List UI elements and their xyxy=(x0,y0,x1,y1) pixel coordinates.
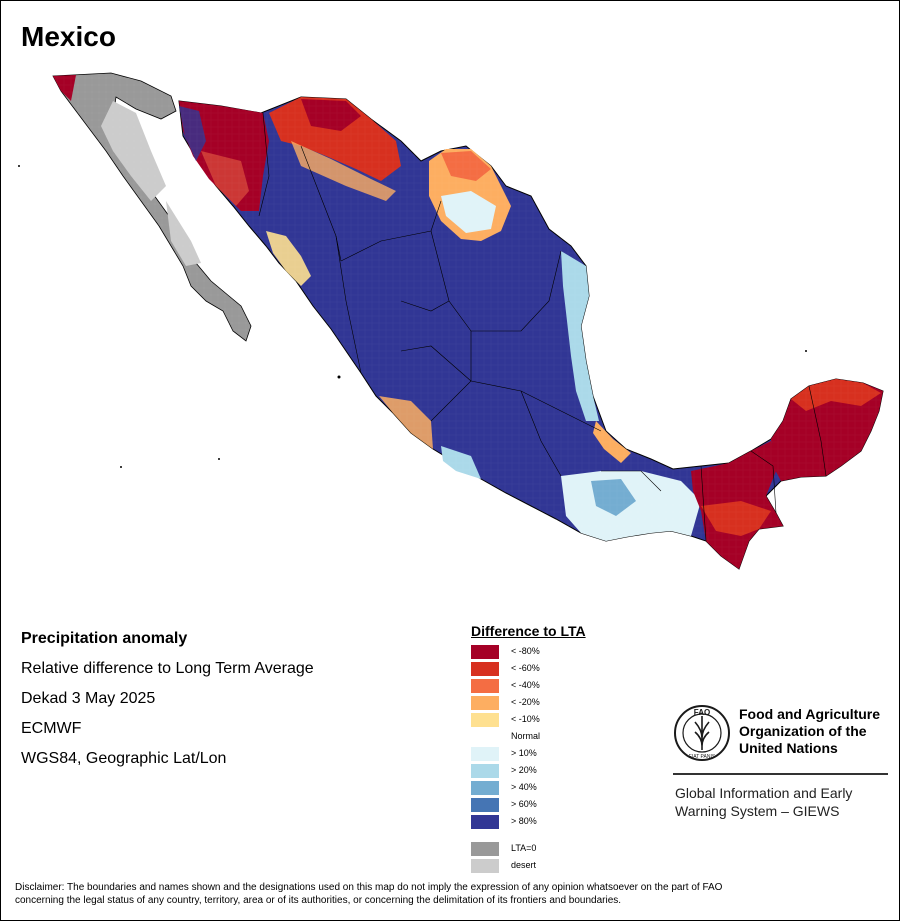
product-description: Relative difference to Long Term Average xyxy=(21,660,314,677)
legend-swatch xyxy=(471,859,499,873)
fao-logo-icon: FAO FIAT PANIS xyxy=(674,705,730,761)
legend-swatch xyxy=(471,730,499,744)
legend-swatch xyxy=(471,798,499,812)
map-title: Mexico xyxy=(21,21,116,52)
legend-swatch xyxy=(471,679,499,693)
legend-swatch xyxy=(471,764,499,778)
island-dot xyxy=(337,375,341,379)
legend-label: < -20% xyxy=(511,697,540,707)
island-dot xyxy=(120,466,122,468)
legend-swatch xyxy=(471,645,499,659)
system-name: Global Information and Early Warning Sys… xyxy=(675,785,853,819)
divider xyxy=(673,773,888,775)
product-name: Precipitation anomaly xyxy=(21,630,188,647)
organization-name: Food and Agriculture Organization of the… xyxy=(739,706,881,756)
legend-swatch xyxy=(471,842,499,856)
fao-logo-letters: FAO xyxy=(694,708,710,717)
legend-label: < -40% xyxy=(511,680,540,690)
legend-label: < -10% xyxy=(511,714,540,724)
legend: Difference to LTA < -80% < -60% < -40% <… xyxy=(471,623,586,873)
island-dot xyxy=(218,458,220,460)
map-info-block: Precipitation anomaly Relative differenc… xyxy=(21,628,314,778)
legend-label: > 80% xyxy=(511,816,537,826)
fao-logo-motto: FIAT PANIS xyxy=(689,754,716,760)
legend-swatch xyxy=(471,713,499,727)
legend-label: desert xyxy=(511,860,537,870)
legend-label: > 20% xyxy=(511,765,537,775)
legend-swatch xyxy=(471,815,499,829)
precipitation-map xyxy=(1,1,899,621)
island-dot xyxy=(18,165,20,167)
legend-label: < -60% xyxy=(511,663,540,673)
projection-label: WGS84, Geographic Lat/Lon xyxy=(21,750,227,767)
period-label: Dekad 3 May 2025 xyxy=(21,690,156,707)
legend-label: LTA=0 xyxy=(511,843,537,853)
data-source: ECMWF xyxy=(21,720,82,737)
state-borders xyxy=(258,112,827,542)
legend-swatch xyxy=(471,662,499,676)
legend-label: > 40% xyxy=(511,782,537,792)
legend-swatch xyxy=(471,747,499,761)
legend-swatch xyxy=(471,781,499,795)
island-dot xyxy=(805,350,807,352)
legend-label: < -80% xyxy=(511,646,540,656)
legend-label: > 10% xyxy=(511,748,537,758)
legend-label: Normal xyxy=(511,731,541,741)
legend-swatch xyxy=(471,696,499,710)
disclaimer: Disclaimer: The boundaries and names sho… xyxy=(15,882,723,906)
legend-label: > 60% xyxy=(511,799,537,809)
legend-title: Difference to LTA xyxy=(471,623,586,639)
